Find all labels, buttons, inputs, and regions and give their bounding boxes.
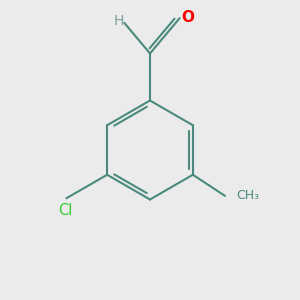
Text: H: H — [114, 14, 124, 28]
Text: O: O — [182, 10, 194, 25]
Text: Cl: Cl — [58, 203, 72, 218]
Text: CH₃: CH₃ — [236, 189, 259, 203]
